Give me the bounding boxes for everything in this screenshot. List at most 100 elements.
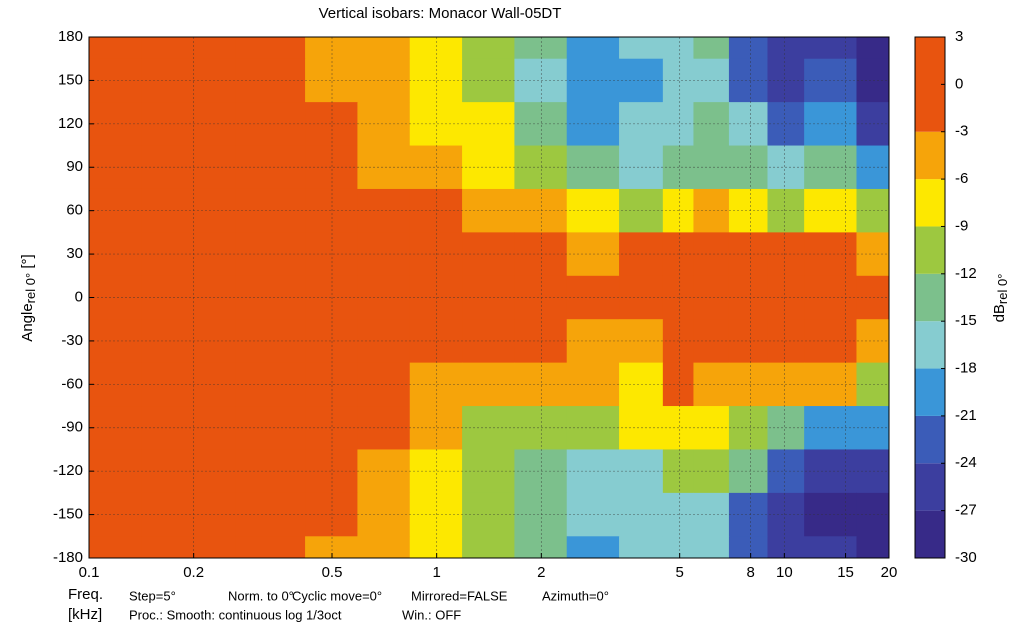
y-tick-label: -120: [53, 462, 83, 479]
contour-cell: [767, 37, 805, 60]
contour-cell: [804, 536, 857, 559]
contour-cell: [804, 37, 857, 60]
y-tick-label: -30: [61, 332, 83, 349]
contour-cell: [141, 536, 237, 559]
contour-cell: [693, 102, 730, 147]
colorbar-tick-label: -27: [955, 502, 977, 519]
contour-cell: [662, 536, 694, 559]
contour-cell: [856, 536, 890, 559]
contour-cell: [767, 536, 805, 559]
colorbar-band: [915, 37, 945, 132]
contour-cell: [566, 536, 620, 559]
colorbar-tick-label: -30: [955, 549, 977, 566]
colorbar-tick-label: -6: [955, 170, 968, 187]
x-tick-label: 0.5: [322, 564, 343, 581]
contour-cell: [305, 536, 358, 559]
colorbar-tick-label: -18: [955, 360, 977, 377]
contour-cell: [566, 37, 620, 60]
x-tick-label: 10: [776, 564, 793, 581]
x-axis-unit: [kHz]: [68, 606, 102, 623]
contour-cell: [728, 37, 768, 60]
colorbar-band: [915, 463, 945, 511]
y-tick-label: 180: [58, 28, 83, 45]
colorbar-tick-label: 3: [955, 28, 963, 45]
y-label-main: Angle: [19, 303, 36, 341]
contour-cell: [514, 37, 568, 60]
x-axis-label: Freq.: [68, 586, 103, 603]
colorbar-label: dBrel 0°: [991, 274, 1010, 323]
x-tick-label: 0.2: [183, 564, 204, 581]
x-tick-label: 2: [537, 564, 545, 581]
x-tick-label: 0.1: [79, 564, 100, 581]
colorbar-band: [915, 510, 945, 558]
contour-cell: [409, 536, 463, 559]
contour-cell: [693, 275, 730, 320]
contour-cell: [409, 37, 463, 60]
colorbar-band: [915, 368, 945, 416]
contour-cell: [514, 536, 568, 559]
contour-cell: [357, 536, 411, 559]
y-label-sub: rel 0°: [23, 273, 38, 304]
colorbar-band: [915, 226, 945, 274]
contour-cell: [89, 536, 142, 559]
footer-text: Win.: OFF: [402, 607, 461, 622]
colorbar-label-main: dB: [991, 304, 1008, 322]
contour-cell: [462, 536, 515, 559]
contour-cell: [693, 449, 730, 494]
x-tick-label: 1: [432, 564, 440, 581]
y-tick-label: 0: [75, 288, 83, 305]
contour-cell: [856, 37, 890, 60]
contour-cell: [693, 492, 730, 537]
footer-text: Proc.: Smooth: continuous log 1/3oct: [129, 607, 342, 622]
contour-cell: [462, 37, 515, 60]
y-tick-label: -180: [53, 549, 83, 566]
contour-cell: [693, 145, 730, 190]
footer-text: Mirrored=FALSE: [411, 588, 508, 603]
contour-cell: [693, 188, 730, 233]
y-tick-label: 30: [66, 245, 83, 262]
y-tick-label: -150: [53, 506, 83, 523]
colorbar-band: [915, 415, 945, 464]
contour-cell: [693, 58, 730, 103]
contour-cell: [693, 362, 730, 407]
colorbar-frame: [914, 36, 946, 559]
footer-text: Norm. to 0°: [228, 588, 294, 603]
y-label-unit: [°]: [19, 254, 36, 273]
x-tick-label: 20: [881, 564, 898, 581]
x-tick-label: 8: [746, 564, 754, 581]
y-tick-label: 60: [66, 202, 83, 219]
y-tick-label: -60: [61, 375, 83, 392]
contour-cell: [235, 37, 306, 60]
chart-title: Vertical isobars: Monacor Wall-05DT: [319, 5, 562, 22]
contour-cell: [693, 319, 730, 364]
colorbar-tick-label: 0: [955, 75, 963, 92]
footer-text: Cyclic move=0°: [292, 588, 382, 603]
contour-cell: [305, 37, 358, 60]
footer-text: Step=5°: [129, 588, 176, 603]
colorbar-tick-label: -21: [955, 407, 977, 424]
contour-cell: [357, 37, 411, 60]
colorbar-tick-label: -15: [955, 312, 977, 329]
colorbar-band: [915, 321, 945, 369]
contour-cell: [141, 37, 237, 60]
colorbar-tick-label: -9: [955, 217, 968, 234]
contour-cell: [235, 536, 306, 559]
x-tick-label: 15: [837, 564, 854, 581]
contour-cell: [693, 536, 730, 559]
y-tick-label: 90: [66, 158, 83, 175]
x-tick-label: 5: [676, 564, 684, 581]
colorbar-tick-label: -12: [955, 265, 977, 282]
y-tick-label: 150: [58, 71, 83, 88]
colorbar-band: [915, 179, 945, 227]
colorbar-label-sub: rel 0°: [995, 274, 1010, 305]
colorbar-tick-label: -3: [955, 123, 968, 140]
contour-cell: [693, 406, 730, 450]
y-axis-label: Anglerel 0° [°]: [19, 254, 38, 341]
colorbar-band: [915, 131, 945, 180]
contour-cell: [619, 536, 664, 559]
footer-text: Azimuth=0°: [542, 588, 609, 603]
contour-cell: [728, 536, 768, 559]
contour-cell: [693, 232, 730, 277]
contour-cell: [89, 37, 142, 60]
colorbar-tick-label: -24: [955, 454, 977, 471]
